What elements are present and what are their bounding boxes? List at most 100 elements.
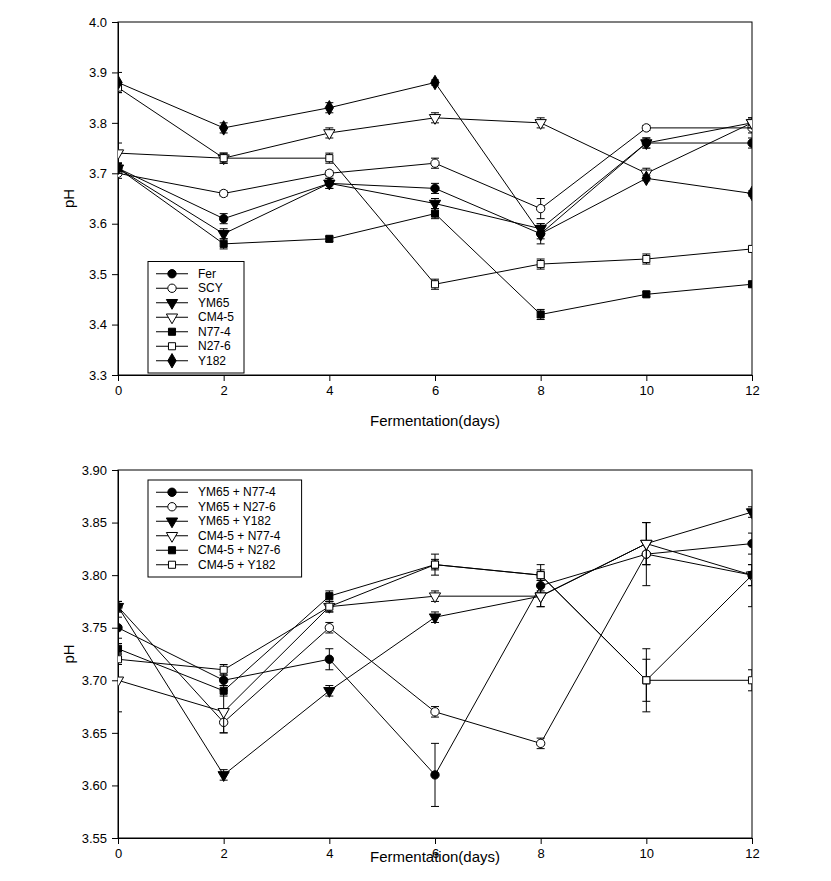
x-tick-label: 2 xyxy=(221,846,228,861)
error-bar-cap xyxy=(118,173,122,174)
error-bar xyxy=(431,743,439,806)
y-tick: 3.90 xyxy=(82,463,118,478)
error-bar xyxy=(537,259,545,269)
x-tick-label: 4 xyxy=(326,383,333,398)
error-bar xyxy=(325,153,333,163)
legend-marker xyxy=(168,270,176,278)
error-bar-cap xyxy=(537,606,545,607)
error-bar xyxy=(748,533,752,554)
error-bar-cap xyxy=(118,601,122,602)
legend-marker xyxy=(168,503,176,511)
error-bar-cap xyxy=(431,112,439,113)
y-tick-mark xyxy=(112,173,118,174)
error-bar-cap xyxy=(431,193,439,194)
point xyxy=(642,171,650,185)
x-tick-mark xyxy=(646,375,647,381)
point xyxy=(326,235,333,242)
legend-entry: YM65 + Y182 xyxy=(156,514,271,528)
error-bar xyxy=(220,239,228,249)
error-bar-cap xyxy=(431,743,439,744)
error-bar xyxy=(537,199,545,219)
point xyxy=(746,120,752,130)
y-tick: 4.0 xyxy=(89,15,118,30)
error-bar-cap xyxy=(642,659,650,660)
legend-label: N77-4 xyxy=(198,325,231,339)
error-bar-cap xyxy=(118,143,122,144)
error-bar-cap xyxy=(537,738,545,739)
series xyxy=(118,83,752,290)
point xyxy=(219,214,227,222)
y-tick-mark xyxy=(112,274,118,275)
legend-label: Y182 xyxy=(198,354,226,368)
legend-marker xyxy=(166,532,177,542)
point xyxy=(118,624,122,632)
point xyxy=(118,150,124,160)
y-tick-mark xyxy=(112,838,118,839)
x-tick-label: 2 xyxy=(221,383,228,398)
error-bar-cap xyxy=(431,208,439,209)
error-bar xyxy=(220,153,228,163)
y-tick-mark xyxy=(112,680,118,681)
legend-label: YM65 xyxy=(198,296,230,310)
error-bar xyxy=(537,570,545,581)
series xyxy=(118,559,752,711)
point xyxy=(535,120,546,130)
y-tick-label: 3.90 xyxy=(82,463,107,478)
error-bar xyxy=(325,601,333,612)
error-bar xyxy=(325,622,333,633)
x-tick-mark xyxy=(224,375,225,381)
x-tick-label: 6 xyxy=(432,383,439,398)
y-tick-mark xyxy=(112,375,118,376)
point xyxy=(220,121,228,135)
error-bar-cap xyxy=(642,711,650,712)
error-bar-cap xyxy=(431,806,439,807)
point xyxy=(429,593,440,603)
point xyxy=(748,572,752,579)
y-tick: 3.5 xyxy=(89,267,118,282)
legend-label: CM4-5 + Y182 xyxy=(198,558,276,572)
error-bar xyxy=(431,559,439,570)
series-line xyxy=(118,88,752,285)
y-tick-label: 3.65 xyxy=(82,726,107,741)
point xyxy=(431,159,439,167)
error-bar-cap xyxy=(220,696,228,697)
error-bar-cap xyxy=(642,648,650,649)
y-axis-title: pH xyxy=(60,644,77,663)
error-bar-cap xyxy=(537,585,545,586)
point xyxy=(748,539,752,547)
error-bar-cap xyxy=(220,685,228,686)
error-bar-cap xyxy=(118,654,122,655)
error-bar xyxy=(118,163,122,173)
error-bar-cap xyxy=(220,163,228,164)
error-bar xyxy=(431,707,439,718)
x-tick: 2 xyxy=(221,838,228,861)
x-tick: 4 xyxy=(326,375,333,398)
y-tick-mark xyxy=(112,325,118,326)
point xyxy=(537,311,544,318)
error-bar-cap xyxy=(748,606,752,607)
point xyxy=(643,255,650,262)
point xyxy=(219,676,227,684)
point xyxy=(431,75,439,89)
point xyxy=(431,184,439,192)
point xyxy=(324,603,335,613)
legend-marker xyxy=(166,299,177,309)
error-bar xyxy=(537,738,545,749)
series-line xyxy=(118,83,752,234)
point xyxy=(325,169,333,177)
point xyxy=(324,180,335,190)
series xyxy=(118,523,752,749)
x-tick-mark xyxy=(435,375,436,381)
point xyxy=(118,656,122,663)
error-bar xyxy=(537,309,545,319)
error-bar xyxy=(431,279,439,289)
legend-box xyxy=(148,262,244,374)
series xyxy=(118,523,752,733)
point xyxy=(218,709,229,719)
legend-entry: SCY xyxy=(156,281,223,295)
error-bar xyxy=(325,591,333,602)
x-tick-label: 8 xyxy=(538,846,545,861)
error-bar-cap xyxy=(325,669,333,670)
y-tick-mark xyxy=(112,123,118,124)
y-tick: 3.7 xyxy=(89,166,118,181)
